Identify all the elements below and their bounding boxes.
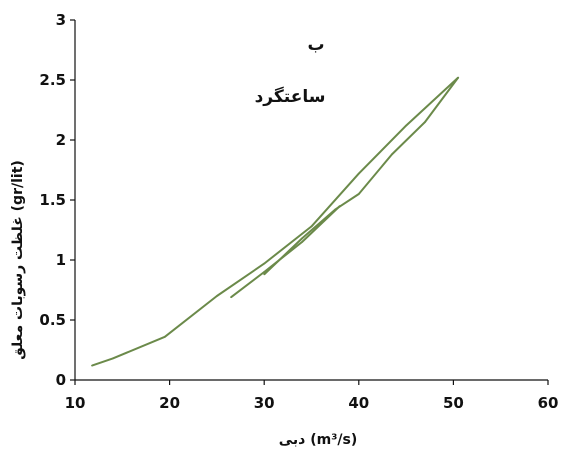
y-tick-label: 1.5 (39, 191, 66, 209)
data-point-2-3 (391, 153, 393, 156)
x-tick-label: 60 (538, 394, 559, 412)
data-point-3-3 (301, 241, 303, 243)
y-tick-label: 0 (56, 371, 66, 389)
x-tick-label: 20 (159, 394, 180, 412)
x-axis-title: دبی (m³/s) (279, 432, 357, 448)
series-line-2 (263, 77, 459, 276)
axes (74, 20, 548, 381)
y-tick-label: 0.5 (39, 311, 66, 329)
y-tick-label: 2.5 (39, 71, 66, 89)
x-tick-label: 10 (65, 394, 86, 412)
data-point-2-2 (424, 121, 426, 123)
annotation-label: ساعتگرد (255, 86, 326, 107)
data-point-3-2 (263, 271, 266, 273)
series-layer (91, 76, 460, 367)
data-point-2-1 (457, 76, 460, 79)
data-point-1-4 (216, 295, 218, 297)
x-tick-label: 40 (348, 394, 369, 412)
data-point-1-7 (357, 172, 360, 175)
data-point-1-1 (91, 364, 93, 367)
x-tick-label: 30 (254, 394, 275, 412)
data-point-3-4 (338, 205, 341, 207)
annotation-letter: ب (307, 35, 324, 55)
y-tick-label: 3 (56, 11, 66, 29)
data-point-2-6 (301, 237, 303, 240)
data-point-1-2 (111, 357, 114, 360)
data-point-1-6 (310, 225, 313, 228)
data-point-2-7 (263, 273, 266, 276)
y-tick-label: 1 (56, 251, 66, 269)
data-point-2-4 (357, 193, 360, 195)
y-axis-title: غلظت رسوبات معلق (gr/lit) (10, 160, 26, 360)
series-line-3 (230, 205, 341, 298)
y-tick-label: 2 (56, 131, 66, 149)
data-point-3-1 (230, 296, 232, 299)
x-ticks: 10 20 30 40 50 60 (65, 380, 559, 412)
series-line-1 (91, 76, 459, 367)
data-point-1-8 (405, 124, 407, 127)
y-ticks: 0 0.5 1 1.5 2 2.5 3 (39, 11, 75, 389)
x-tick-label: 50 (443, 394, 464, 412)
data-point-1-5 (263, 262, 266, 265)
data-point-1-3 (163, 335, 166, 338)
